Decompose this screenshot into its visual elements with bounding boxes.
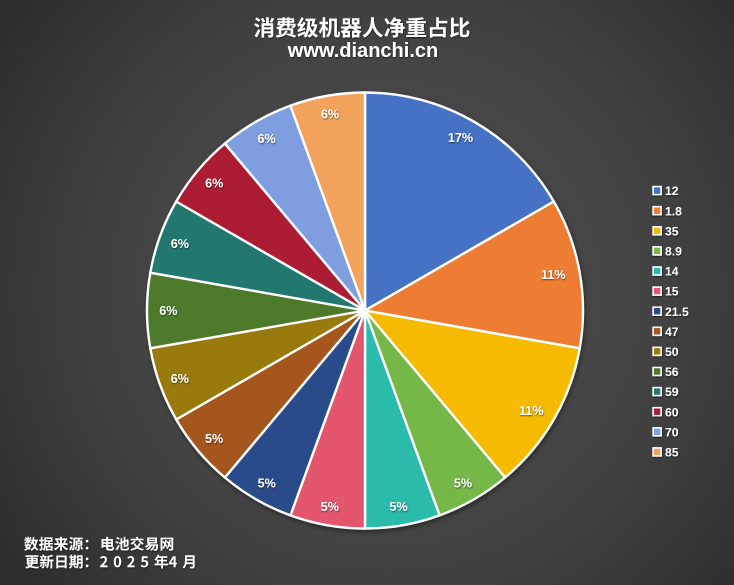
svg-text:11%: 11%: [519, 404, 544, 418]
svg-text:17%: 17%: [448, 131, 473, 145]
svg-text:14: 14: [665, 265, 679, 279]
svg-text:12: 12: [665, 184, 679, 198]
svg-text:6%: 6%: [159, 304, 177, 318]
svg-text:www.dianchi.cn: www.dianchi.cn: [287, 40, 439, 62]
svg-text:50: 50: [665, 345, 679, 359]
svg-text:5%: 5%: [454, 477, 472, 491]
svg-text:5%: 5%: [258, 477, 276, 491]
svg-text:5%: 5%: [321, 500, 339, 514]
svg-text:85: 85: [665, 446, 679, 460]
svg-text:35: 35: [665, 224, 679, 238]
svg-text:60: 60: [665, 405, 679, 419]
svg-text:6%: 6%: [205, 177, 223, 191]
svg-text:5%: 5%: [205, 432, 223, 446]
svg-text:6%: 6%: [257, 132, 275, 146]
svg-text:59: 59: [665, 385, 679, 399]
svg-text:6%: 6%: [171, 237, 189, 251]
svg-text:8.9: 8.9: [665, 245, 682, 259]
svg-text:5%: 5%: [389, 500, 407, 514]
svg-text:6%: 6%: [321, 108, 339, 122]
svg-text:56: 56: [665, 365, 679, 379]
svg-text:15: 15: [665, 285, 679, 299]
svg-text:21.5: 21.5: [665, 305, 689, 319]
svg-text:11%: 11%: [541, 268, 566, 282]
svg-text:70: 70: [665, 425, 679, 439]
svg-text:1.8: 1.8: [665, 204, 682, 218]
svg-text:47: 47: [665, 325, 679, 339]
svg-text:6%: 6%: [171, 372, 189, 386]
